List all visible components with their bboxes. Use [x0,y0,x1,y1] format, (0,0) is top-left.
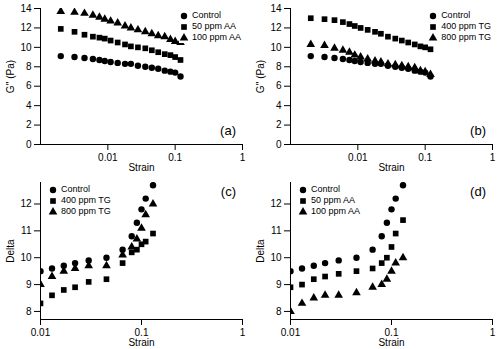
svg-text:1: 1 [490,152,496,163]
svg-text:4: 4 [276,100,282,111]
svg-text:9: 9 [26,279,32,290]
html-text:50 ppm AA: 50 ppm AA [311,195,355,205]
svg-text:Delta: Delta [5,239,16,263]
svg-text:Strain: Strain [128,162,154,173]
html-text:800 ppm TG: 800 ppm TG [441,32,491,42]
svg-text:Strain: Strain [128,337,154,348]
html-text:400 ppm TG: 400 ppm TG [441,21,491,31]
svg-text:2: 2 [26,119,32,130]
svg-text:10: 10 [270,252,282,263]
svg-text:0.1: 0.1 [134,326,149,338]
svg-text:1: 1 [490,327,496,338]
html-text:Control: Control [192,10,221,20]
svg-text:11: 11 [271,225,282,236]
svg-text:0.1: 0.1 [418,152,432,163]
svg-text:11: 11 [21,225,32,236]
svg-text:8: 8 [26,306,32,317]
svg-text:8: 8 [26,61,32,72]
svg-text:6: 6 [276,80,282,91]
svg-text:10: 10 [20,252,32,263]
html-text:Control: Control [61,184,90,194]
svg-text:8: 8 [276,61,282,72]
svg-text:9: 9 [276,279,282,290]
svg-text:0: 0 [26,139,32,150]
svg-text:G'' (Pa): G'' (Pa) [255,60,266,93]
svg-text:Delta: Delta [255,239,266,263]
svg-text:2: 2 [276,119,282,130]
html-text:(b): (b) [470,123,486,138]
html-text:800 ppm TG: 800 ppm TG [61,206,111,216]
svg-text:0.1: 0.1 [384,326,399,338]
svg-text:10: 10 [20,42,32,53]
svg-text:0.01: 0.01 [98,152,118,163]
svg-text:14: 14 [270,3,282,14]
svg-text:0.1: 0.1 [168,152,182,163]
svg-text:4: 4 [26,100,32,111]
html-text:Control: Control [311,184,340,194]
html-text:400 ppm TG: 400 ppm TG [61,195,111,205]
svg-text:0: 0 [276,139,282,150]
svg-text:0.01: 0.01 [31,327,51,338]
html-text:(c): (c) [220,184,236,199]
html-text:(d): (d) [470,184,486,199]
svg-text:12: 12 [270,198,282,209]
svg-text:12: 12 [20,22,32,33]
html-text:(a): (a) [220,123,236,138]
svg-text:10: 10 [270,42,282,53]
svg-text:G'' (Pa): G'' (Pa) [5,60,16,93]
svg-text:1: 1 [240,152,246,163]
html-text:100 ppm AA: 100 ppm AA [311,206,360,216]
svg-text:Strain: Strain [378,337,404,348]
svg-text:0.01: 0.01 [281,327,301,338]
svg-text:0.01: 0.01 [348,152,368,163]
svg-text:Strain: Strain [378,162,404,173]
html-text:Control: Control [441,10,471,20]
svg-text:12: 12 [270,22,282,33]
svg-text:12: 12 [20,198,32,209]
svg-text:1: 1 [240,327,246,338]
html-text:100 ppm AA: 100 ppm AA [192,32,241,42]
svg-text:6: 6 [26,80,32,91]
svg-text:14: 14 [20,3,32,14]
svg-text:8: 8 [276,306,282,317]
html-text:50 ppm AA: 50 ppm AA [192,21,236,31]
